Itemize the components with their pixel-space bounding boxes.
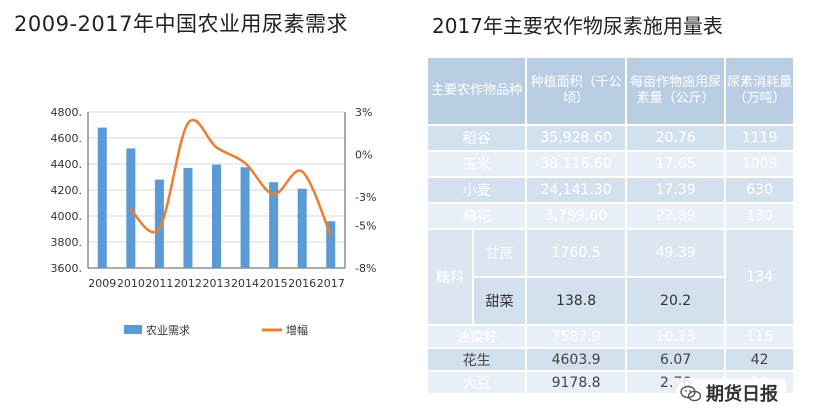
table-row: 棉花 3,799.00 22.89 130 [426, 202, 795, 230]
cell-total: 134 [724, 228, 795, 326]
y-left-tick-label: 4000. [51, 210, 83, 223]
x-tick-label: 2013 [203, 277, 231, 290]
cell-crop: 大豆 [426, 370, 528, 395]
cell-group-sugar: 糖料 [426, 228, 474, 326]
y-left-tick-label: 4200. [51, 184, 83, 197]
cell-area: 3,799.00 [525, 202, 627, 230]
cell-total: 630 [724, 176, 795, 204]
bar [326, 221, 336, 268]
cell-per-mu: 22.89 [624, 202, 727, 230]
cell-crop: 甘蔗 [471, 228, 528, 278]
cell-per-mu: 49.39 [624, 228, 727, 278]
watermark: 期货日报 [676, 378, 786, 408]
bar [240, 167, 250, 268]
table-row: 甜菜 138.8 20.2 [427, 276, 794, 326]
bar [212, 164, 221, 268]
legend-swatch-bar [124, 325, 142, 334]
legend-label: 农业需求 [146, 323, 190, 337]
cell-area: 38,116.60 [525, 150, 627, 178]
cell-per-mu: 10.13 [624, 324, 727, 349]
series-line [129, 118, 332, 237]
cell-per-mu: 20.2 [624, 276, 727, 326]
cell-total: 115 [724, 324, 795, 349]
fertilizer-table: 主要农作物品种 种植面积（千公顷） 每亩作物施用尿素量（公斤） 尿素消耗量（万吨… [426, 56, 795, 412]
header-per-mu: 每亩作物施用尿素量（公斤） [624, 56, 727, 126]
table-row: 花生 4603.9 6.07 42 [426, 347, 795, 372]
cell-per-mu: 6.07 [624, 347, 727, 372]
x-tick-label: 2009 [88, 277, 116, 290]
wechat-icon [680, 385, 702, 402]
y-left-tick-label: 4600. [51, 132, 83, 145]
table-row: 油菜籽 7587.9 10.13 115 [426, 324, 795, 349]
cell-area: 9178.8 [525, 370, 627, 395]
table-row: 稻谷 35,928.60 20.76 1119 [426, 124, 795, 152]
bar [269, 182, 279, 268]
bar [297, 188, 307, 268]
cell-area: 35,928.60 [525, 124, 627, 152]
header-crop: 主要农作物品种 [426, 56, 528, 126]
x-tick-label: 2017 [317, 277, 345, 290]
demand-chart: 3600. 3800. 4000. 4200. 4400. 4600. 4800. -8% -5… [51, 106, 377, 337]
bar [154, 179, 164, 268]
x-tick-label: 2016 [288, 277, 316, 290]
cell-crop: 花生 [426, 347, 528, 372]
cell-area: 138.8 [525, 276, 627, 326]
cell-total: 130 [724, 202, 795, 230]
cell-crop: 稻谷 [426, 124, 528, 152]
x-tick-label: 2011 [145, 277, 173, 290]
table-row: 糖料 甘蔗 1760.5 49.39 134 [426, 228, 795, 326]
y-left-tick-label: 3800. [51, 236, 83, 249]
watermark-text: 期货日报 [706, 384, 778, 405]
table-title: 2017年主要农作物尿素施用量表 [432, 14, 723, 38]
y-right-tick-label: -8% [355, 262, 376, 275]
cell-per-mu: 17.65 [624, 150, 727, 178]
legend-label: 增幅 [286, 323, 308, 337]
cell-area: 4603.9 [525, 347, 627, 372]
chart-title: 2009-2017年中国农业用尿素需求 [14, 12, 348, 36]
cell-area: 24,141.30 [525, 176, 627, 204]
cell-area: 7587.9 [525, 324, 627, 349]
cell-per-mu: 17.39 [624, 176, 727, 204]
cell-per-mu: 20.76 [624, 124, 727, 152]
cell-crop: 小麦 [426, 176, 528, 204]
table-row: 玉米 38,116.60 17.65 1009 [426, 150, 795, 178]
bar [183, 167, 193, 268]
header-area: 种植面积（千公顷） [525, 56, 627, 126]
y-left-tick-label: 3600. [51, 262, 83, 275]
cell-crop: 油菜籽 [426, 324, 528, 349]
cell-total: 1119 [724, 124, 795, 152]
x-tick-label: 2012 [174, 277, 202, 290]
header-total: 尿素消耗量（万吨） [724, 56, 795, 126]
cell-total: 1009 [724, 150, 795, 178]
cell-area: 1760.5 [525, 228, 627, 278]
cell-crop: 甜菜 [471, 276, 528, 326]
bar [126, 148, 136, 268]
cell-total: 42 [724, 347, 795, 372]
table-row: 小麦 24,141.30 17.39 630 [426, 176, 795, 204]
y-right-tick-label: -5% [355, 219, 376, 232]
cell-crop: 棉花 [426, 202, 528, 230]
y-right-tick-label: 3% [355, 106, 372, 119]
bar [97, 127, 107, 268]
y-left-tick-label: 4400. [51, 158, 83, 171]
cell-crop: 玉米 [426, 150, 528, 178]
y-left-tick-label: 4800. [51, 106, 83, 119]
y-right-tick-label: -3% [355, 191, 376, 204]
x-tick-label: 2014 [231, 277, 259, 290]
x-tick-label: 2015 [260, 277, 288, 290]
y-right-tick-label: 0% [355, 149, 372, 162]
table-header-row: 主要农作物品种 种植面积（千公顷） 每亩作物施用尿素量（公斤） 尿素消耗量（万吨… [426, 56, 795, 126]
x-tick-label: 2010 [117, 277, 145, 290]
